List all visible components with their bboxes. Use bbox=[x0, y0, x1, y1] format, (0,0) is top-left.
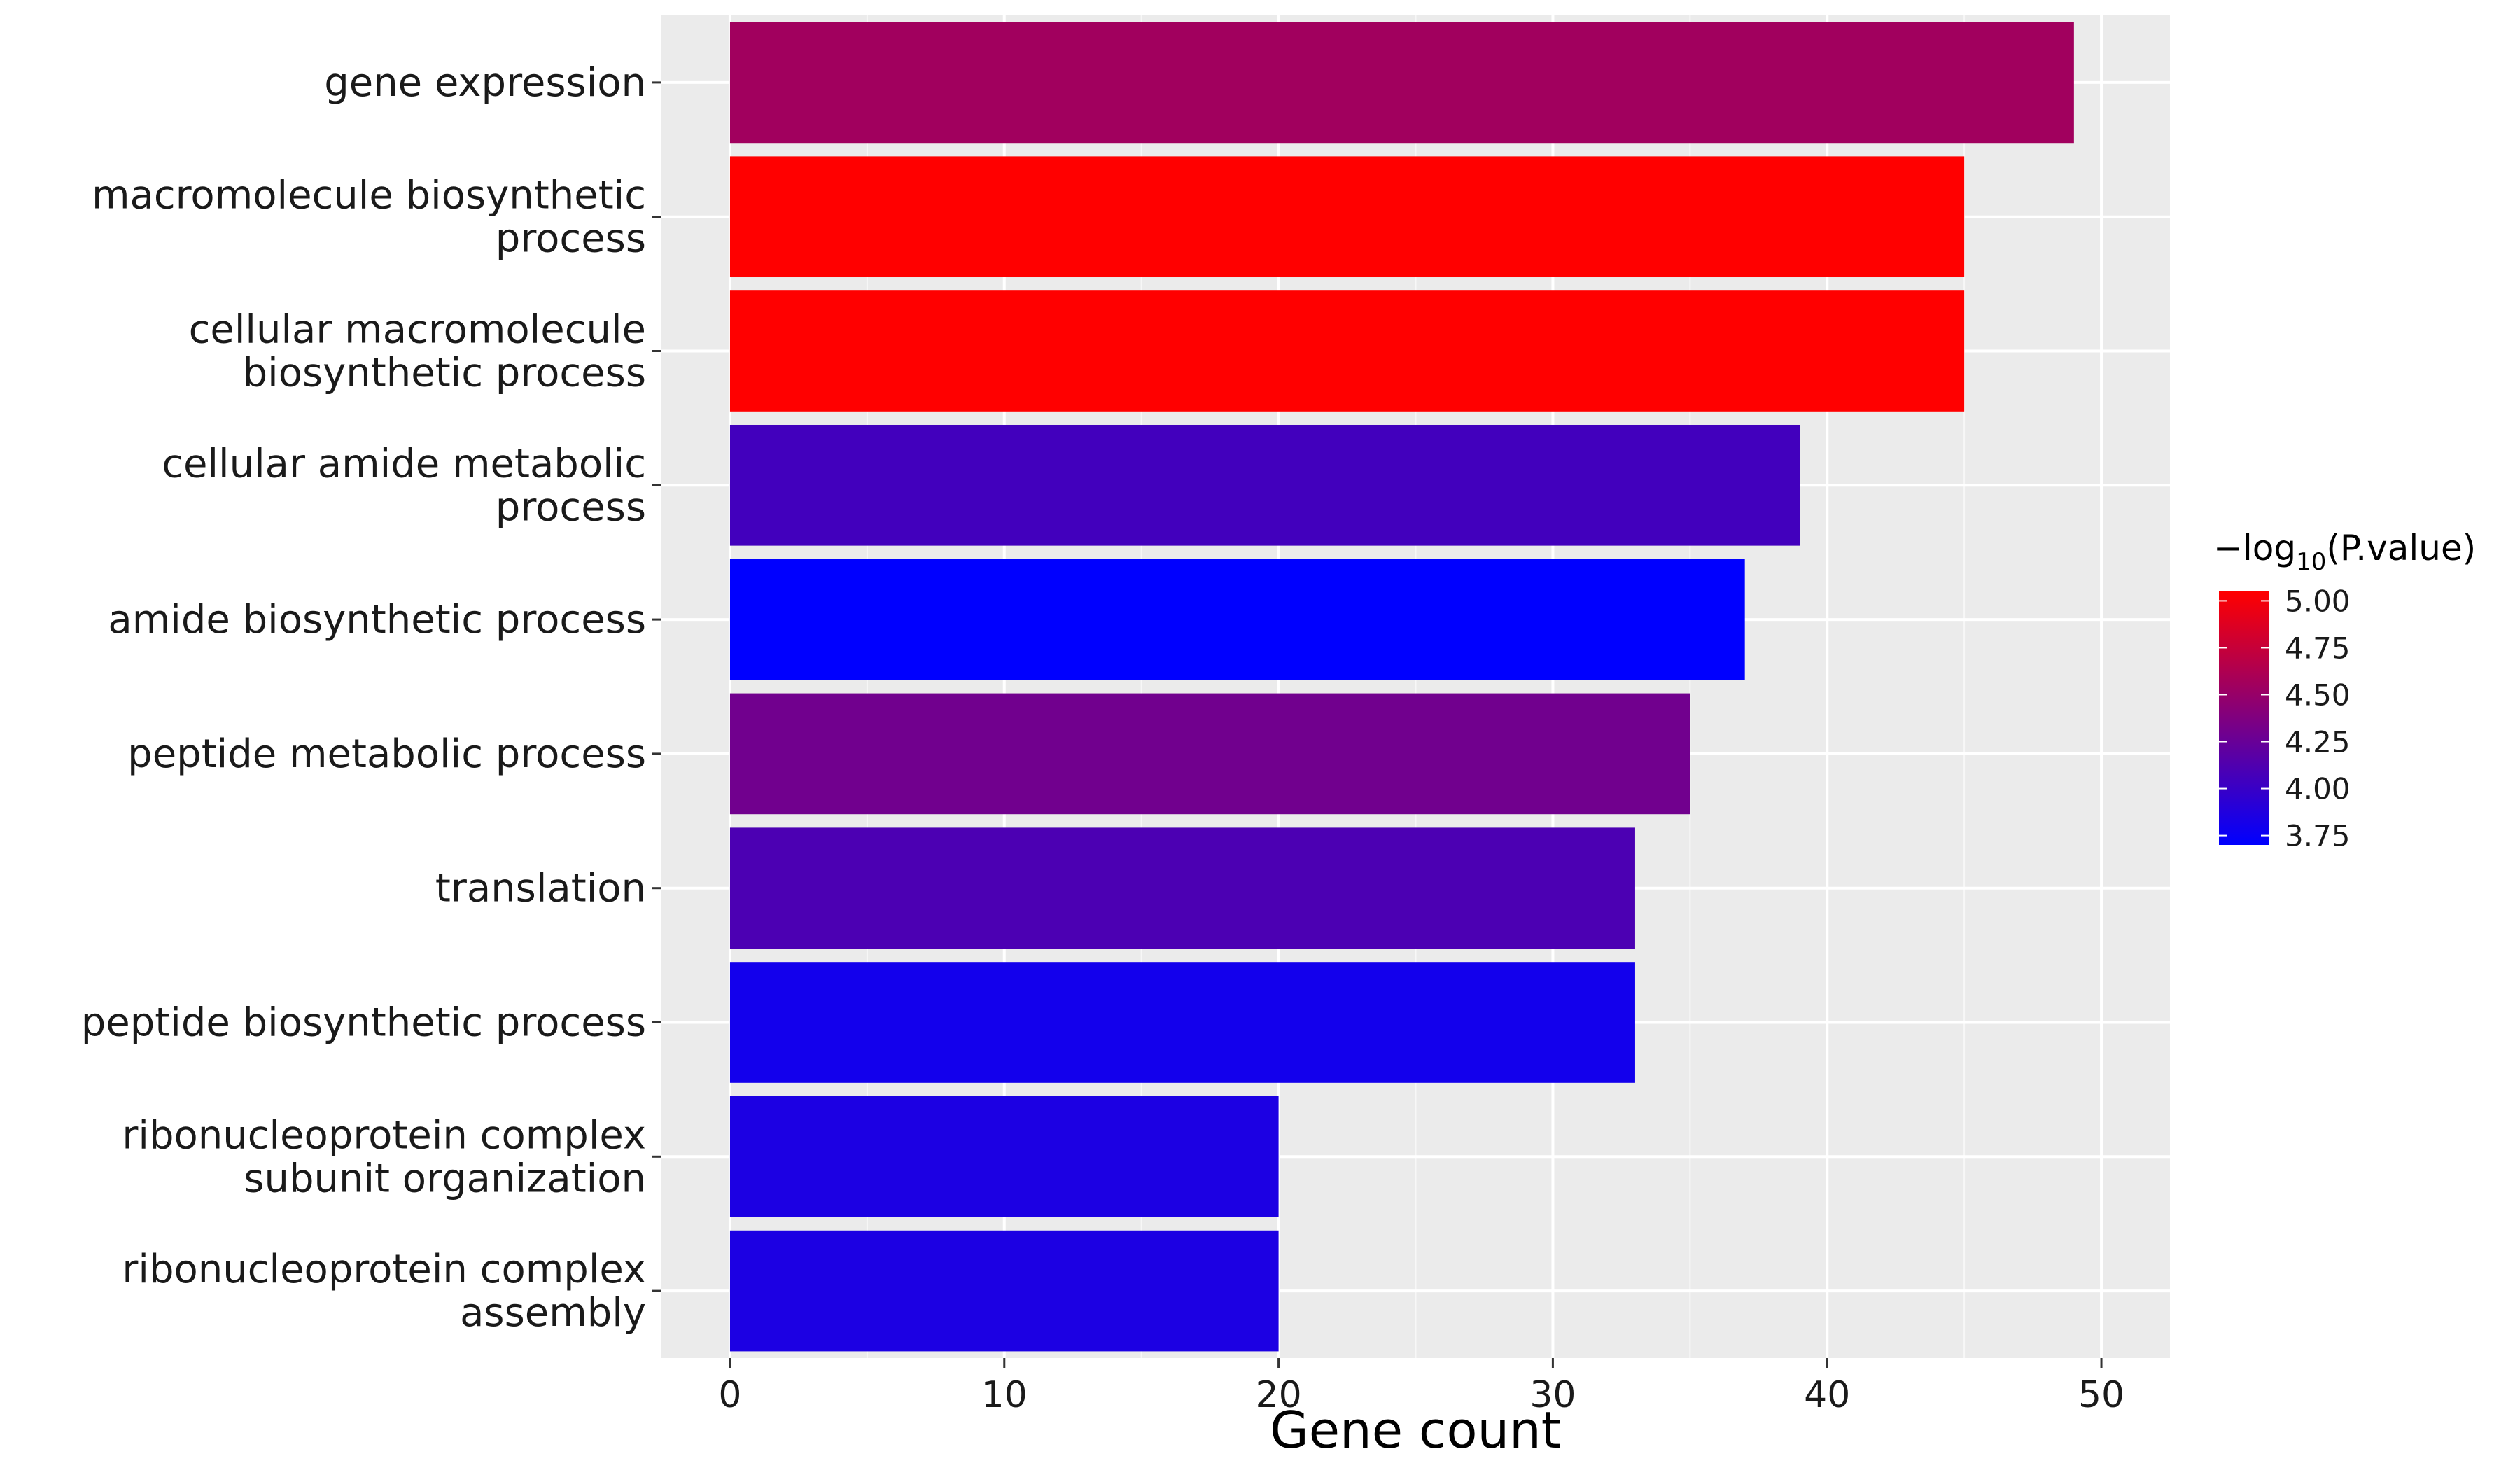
x-axis-title: Gene count bbox=[1270, 1401, 1561, 1460]
category-label: amide biosynthetic process bbox=[108, 597, 646, 643]
category-label: cellular macromolecule biosynthetic proce… bbox=[189, 307, 646, 396]
category-label-line: subunit organization bbox=[244, 1156, 646, 1201]
category-label-line: process bbox=[496, 216, 646, 262]
x-tick-label: 50 bbox=[2078, 1374, 2124, 1416]
x-tick-label: 30 bbox=[1530, 1374, 1576, 1416]
x-tick-label: 0 bbox=[718, 1374, 741, 1416]
legend-tick-label: 4.75 bbox=[2285, 631, 2351, 665]
legend-title: −log10(P.value) bbox=[2213, 528, 2476, 576]
category-label: peptide metabolic process bbox=[127, 732, 646, 777]
legend-tick-label: 4.25 bbox=[2285, 725, 2351, 760]
bar bbox=[729, 290, 1965, 412]
legend-tick-label: 4.00 bbox=[2285, 772, 2351, 806]
category-label-line: assembly bbox=[460, 1290, 646, 1336]
category-label-line: macromolecule biosynthetic bbox=[92, 173, 646, 218]
category-label: translation bbox=[435, 866, 646, 911]
y-axis: gene expression macromolecule biosyntheti… bbox=[81, 60, 662, 1336]
category-label: cellular amide metabolic process bbox=[162, 441, 646, 530]
category-label-line: ribonucleoprotein complex bbox=[122, 1247, 646, 1292]
bar bbox=[729, 424, 1800, 546]
legend-tick-label: 4.50 bbox=[2285, 678, 2351, 712]
bar bbox=[729, 559, 1745, 680]
bar bbox=[729, 962, 1635, 1083]
category-label-line: biosynthetic process bbox=[243, 351, 646, 396]
bar bbox=[729, 693, 1690, 815]
category-label: gene expression bbox=[324, 60, 646, 106]
x-tick-label: 10 bbox=[981, 1374, 1028, 1416]
category-label-line: process bbox=[496, 484, 646, 530]
bar bbox=[729, 827, 1635, 949]
legend-ticks: 5.00 4.75 4.50 4.25 4.00 3.75 bbox=[2219, 584, 2351, 853]
category-label: macromolecule biosynthetic process bbox=[92, 173, 646, 262]
category-label: peptide biosynthetic process bbox=[81, 1000, 646, 1046]
legend-tick-label: 3.75 bbox=[2285, 819, 2351, 853]
category-label-line: ribonucleoprotein complex bbox=[122, 1112, 646, 1158]
color-legend: −log10(P.value) 5.00 4.75 4.50 4.25 4.00 3.75 bbox=[2213, 528, 2476, 853]
category-label-line: peptide biosynthetic process bbox=[81, 1000, 646, 1046]
category-label-line: cellular amide metabolic bbox=[162, 441, 646, 486]
category-label-line: amide biosynthetic process bbox=[108, 597, 646, 643]
bar bbox=[729, 1096, 1279, 1217]
x-tick-label: 20 bbox=[1256, 1374, 1302, 1416]
bar bbox=[729, 156, 1965, 278]
category-label-line: peptide metabolic process bbox=[127, 732, 646, 777]
x-tick-label: 40 bbox=[1804, 1374, 1850, 1416]
bars bbox=[729, 22, 2074, 1352]
category-label: ribonucleoprotein complex assembly bbox=[122, 1247, 646, 1336]
legend-colorbar bbox=[2219, 592, 2269, 845]
bar bbox=[729, 22, 2074, 144]
category-label-line: cellular macromolecule bbox=[189, 307, 646, 353]
category-label-line: translation bbox=[435, 866, 646, 911]
legend-tick-label: 5.00 bbox=[2285, 584, 2351, 618]
category-label-line: gene expression bbox=[324, 60, 646, 106]
bar bbox=[729, 1230, 1279, 1352]
category-label: ribonucleoprotein complex subunit organiz… bbox=[122, 1112, 646, 1201]
x-axis: 0 10 20 30 40 50 bbox=[718, 1358, 2124, 1416]
